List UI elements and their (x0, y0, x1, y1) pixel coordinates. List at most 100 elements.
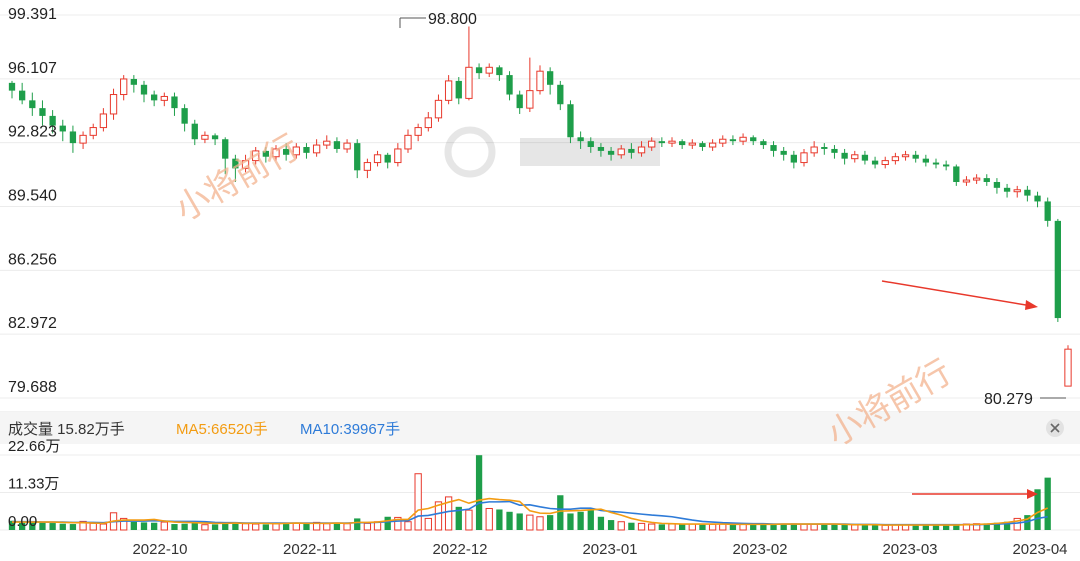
close-icon[interactable] (1046, 419, 1064, 437)
candle (577, 131, 584, 149)
volume-bar (516, 513, 523, 530)
candle (222, 137, 229, 175)
volume-bar (404, 521, 412, 531)
candle (790, 150, 797, 169)
volume-bar (760, 524, 767, 530)
candle (506, 71, 513, 101)
volume-bar (414, 473, 422, 531)
high-price-label: 98.800 (428, 11, 477, 28)
y-tick-label: 86.256 (8, 251, 57, 268)
candle (384, 152, 391, 169)
candlestick-series (8, 26, 1072, 387)
volume-bar (943, 524, 950, 530)
candle (160, 92, 168, 107)
volume-bar (637, 522, 646, 531)
candle (516, 90, 523, 114)
volume-bar (363, 522, 372, 531)
volume-tick-label: 11.33万 (8, 476, 59, 493)
candle (333, 137, 341, 153)
candle (130, 75, 137, 93)
candle (1024, 185, 1031, 202)
volume-bar (323, 523, 331, 531)
price-axis: 99.391 96.107 92.823 89.540 86.256 82.972 79.6… (8, 6, 57, 396)
candle (151, 90, 158, 107)
candle (932, 158, 940, 169)
candle (292, 143, 300, 159)
volume-bar (658, 524, 665, 530)
candle (140, 80, 148, 103)
candle (99, 108, 108, 132)
candle (821, 143, 828, 155)
candle (475, 63, 483, 79)
volume-bar (303, 523, 310, 530)
candle (1054, 218, 1061, 322)
volume-bar (99, 523, 108, 531)
volume-bar (1003, 521, 1011, 530)
candle (628, 143, 635, 159)
candle (465, 26, 473, 101)
candle (800, 148, 808, 167)
candle (750, 135, 757, 146)
candle (29, 92, 36, 116)
price-annotations: 98.800 80.279 (399, 11, 1066, 408)
volume-bar (881, 524, 889, 531)
candle (587, 137, 594, 153)
volume-bar (780, 523, 787, 530)
candle (424, 112, 432, 132)
ma10-label: MA10:39967手 (300, 421, 400, 438)
volume-bar (465, 509, 473, 531)
candle (841, 148, 848, 165)
volume-bar (1034, 489, 1041, 530)
volume-bar (536, 516, 544, 531)
candle (1034, 191, 1041, 208)
ma5-label: MA5:66520手 (176, 421, 268, 438)
volume-bar (444, 496, 453, 531)
volume-bar (8, 520, 16, 530)
volume-bar (201, 524, 209, 531)
candle (232, 154, 239, 182)
candle (373, 150, 382, 167)
candle (922, 154, 929, 167)
logo-watermark (444, 126, 660, 178)
y-tick-label: 96.107 (8, 60, 57, 77)
volume-bar (272, 523, 280, 531)
volume-bar (841, 524, 848, 530)
volume-bar (59, 523, 66, 530)
candle (708, 139, 717, 151)
candle (496, 65, 503, 81)
candle (831, 145, 838, 159)
candle (444, 75, 453, 105)
candle (699, 141, 706, 151)
volume-bar (770, 524, 777, 530)
volume-bar (861, 524, 869, 530)
volume-bar (1013, 517, 1021, 531)
volume-bar (699, 524, 706, 530)
volume-label: 成交量 15.82万手 (8, 420, 125, 438)
ma5-line (12, 497, 1049, 526)
volume-bar (394, 516, 402, 531)
candle (810, 141, 818, 157)
candle (1013, 185, 1021, 198)
candle (739, 133, 747, 146)
candle (312, 139, 321, 157)
candle (983, 174, 990, 186)
volume-bar (871, 525, 879, 530)
y-tick-label: 92.823 (8, 124, 57, 141)
volume-bar (617, 521, 625, 531)
candle (49, 110, 56, 134)
candle (79, 131, 87, 149)
volume-bar (983, 523, 990, 530)
volume-bar (424, 517, 432, 531)
volume-bar (151, 522, 158, 530)
price-grid (0, 14, 1080, 399)
candle (181, 104, 188, 132)
volume-bar (739, 523, 747, 531)
candle (881, 156, 889, 169)
candle (120, 75, 128, 101)
volume-bar (475, 455, 483, 530)
volume-bar (39, 522, 46, 530)
candle (404, 129, 412, 153)
y-tick-label: 89.540 (8, 187, 57, 204)
candle (679, 139, 686, 149)
volume-bar (851, 524, 859, 531)
